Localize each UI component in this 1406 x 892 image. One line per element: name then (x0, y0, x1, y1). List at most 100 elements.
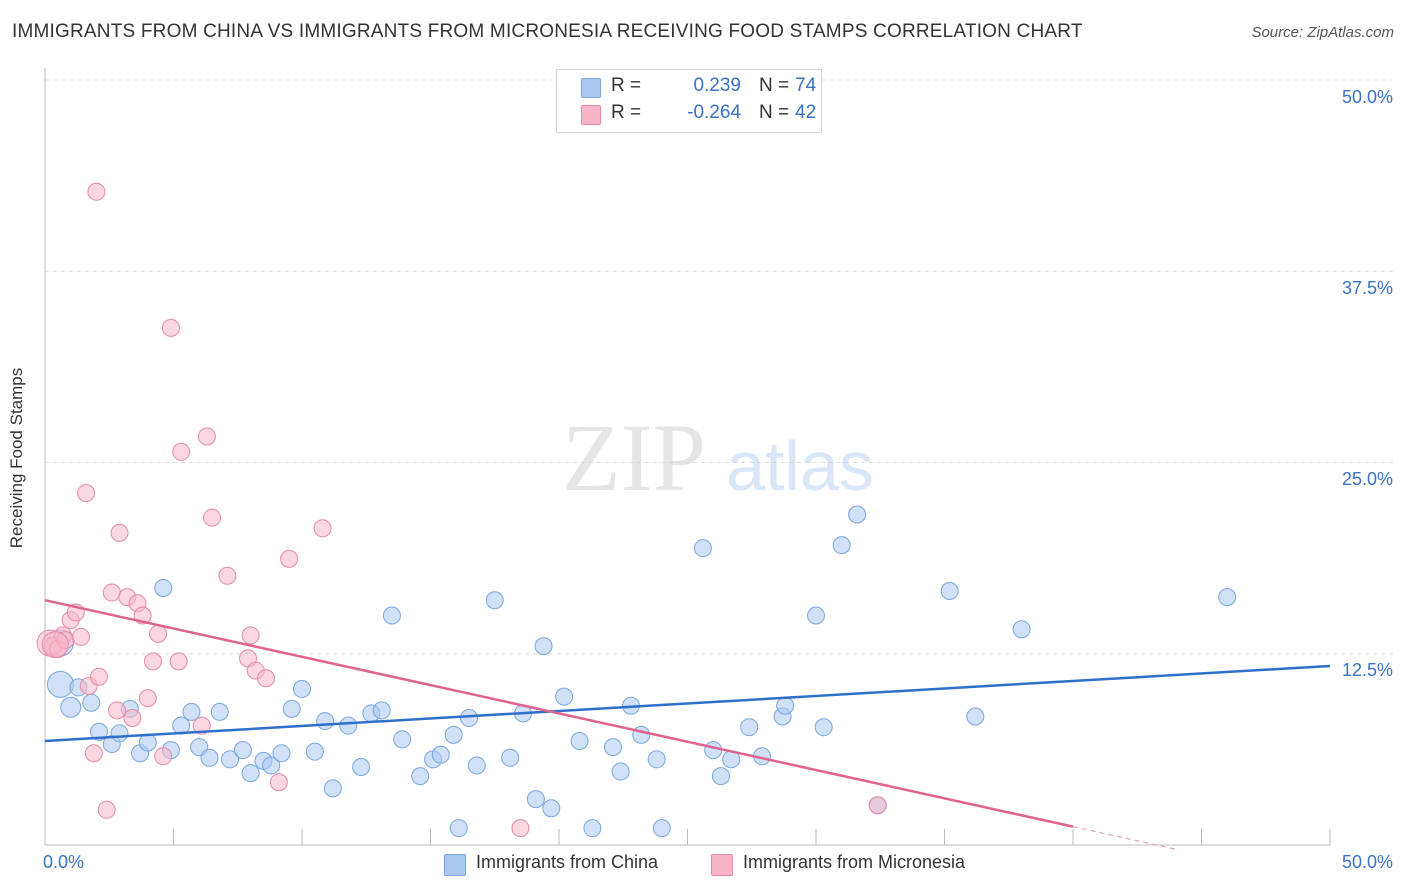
data-point (192, 716, 211, 735)
data-point (542, 799, 561, 818)
data-point (316, 712, 335, 731)
data-point (693, 539, 712, 558)
stats-r-value: -0.264 (687, 102, 741, 123)
stats-swatch-china (581, 78, 601, 98)
data-point (339, 716, 358, 735)
stats-n-label: N = (759, 75, 790, 96)
data-point (555, 687, 574, 706)
data-point (449, 819, 468, 838)
data-point (154, 747, 173, 766)
data-point (776, 696, 795, 715)
data-point (210, 702, 229, 721)
data-point (570, 731, 589, 750)
data-point (444, 725, 463, 744)
data-point (485, 591, 504, 610)
data-point (740, 718, 759, 737)
y-axis-label: Receiving Food Stamps (7, 367, 26, 549)
data-point (652, 819, 671, 838)
data-point (218, 566, 237, 585)
watermark-atlas: atlas (726, 427, 874, 505)
data-point (143, 652, 162, 671)
y-tick-label: 50.0% (1341, 87, 1393, 107)
data-point (704, 741, 723, 760)
watermark-zip: ZIP (562, 404, 706, 511)
stats-n-value: 42 (795, 102, 817, 123)
data-point (611, 762, 630, 781)
data-point (632, 725, 651, 744)
data-point (382, 606, 401, 625)
stats-n-label: N = (759, 102, 790, 123)
stats-swatch-micronesia (581, 105, 601, 125)
data-point (89, 667, 108, 686)
data-point (807, 606, 825, 625)
data-point (123, 709, 142, 728)
data-point (110, 724, 129, 743)
data-point (221, 750, 240, 769)
axes (44, 68, 1331, 846)
data-point (511, 819, 530, 838)
trend-line-micronesia-extension (1072, 826, 1176, 850)
data-point (269, 773, 288, 792)
legend-label-micronesia: Immigrants from Micronesia (743, 852, 966, 872)
data-point (241, 764, 260, 783)
stats-r-label: R = (611, 75, 642, 96)
data-point (82, 693, 101, 712)
legend-label-china: Immigrants from China (476, 852, 659, 872)
data-point (603, 738, 622, 757)
data-point (313, 519, 332, 538)
data-point (257, 669, 276, 688)
data-point (1218, 588, 1237, 607)
data-point (534, 637, 553, 656)
data-point (89, 722, 108, 741)
series-micronesia-points (36, 182, 887, 838)
stats-r-label: R = (611, 102, 642, 123)
data-point (647, 750, 666, 769)
data-point (102, 583, 121, 602)
data-point (149, 624, 168, 643)
y-tick-label: 12.5% (1341, 660, 1393, 680)
data-point (262, 756, 281, 775)
x-tick-label-max: 50.0% (1341, 852, 1393, 872)
data-point (41, 631, 69, 659)
series-china-points (46, 505, 1237, 838)
data-point (711, 767, 730, 786)
data-point (372, 701, 391, 720)
data-point (832, 536, 851, 555)
legend-swatch-micronesia (711, 854, 733, 876)
trend-lines (44, 598, 1331, 850)
data-point (848, 505, 867, 524)
data-point (161, 318, 180, 337)
data-point (203, 508, 222, 527)
data-point (305, 742, 324, 761)
data-point (84, 744, 103, 763)
data-point (966, 707, 985, 726)
data-point (501, 748, 520, 767)
stats-r-value: 0.239 (693, 75, 741, 96)
data-point (940, 582, 959, 601)
data-point (169, 652, 188, 671)
data-point (87, 182, 106, 201)
y-tick-label: 37.5% (1341, 278, 1393, 298)
chart-title: IMMIGRANTS FROM CHINA VS IMMIGRANTS FROM… (12, 21, 1083, 42)
stats-box: R = 0.239 N = 74 R = -0.264 N = 42 (556, 69, 822, 133)
data-point (110, 523, 129, 542)
data-point (233, 741, 252, 760)
watermark: ZIP atlas (562, 404, 874, 511)
y-tick-label: 25.0% (1341, 469, 1393, 489)
trend-line-china (44, 664, 1331, 743)
data-point (138, 689, 157, 708)
legend-swatch-china (444, 854, 466, 876)
data-point (71, 627, 90, 646)
trend-line-micronesia (44, 598, 1074, 828)
data-point (352, 757, 371, 776)
data-point (280, 549, 299, 568)
data-point (323, 779, 342, 798)
data-point (460, 709, 479, 728)
data-point (272, 744, 291, 763)
data-point (97, 800, 116, 819)
data-point (814, 718, 833, 737)
data-point (411, 767, 430, 786)
data-point (431, 745, 450, 764)
data-point (467, 756, 486, 775)
